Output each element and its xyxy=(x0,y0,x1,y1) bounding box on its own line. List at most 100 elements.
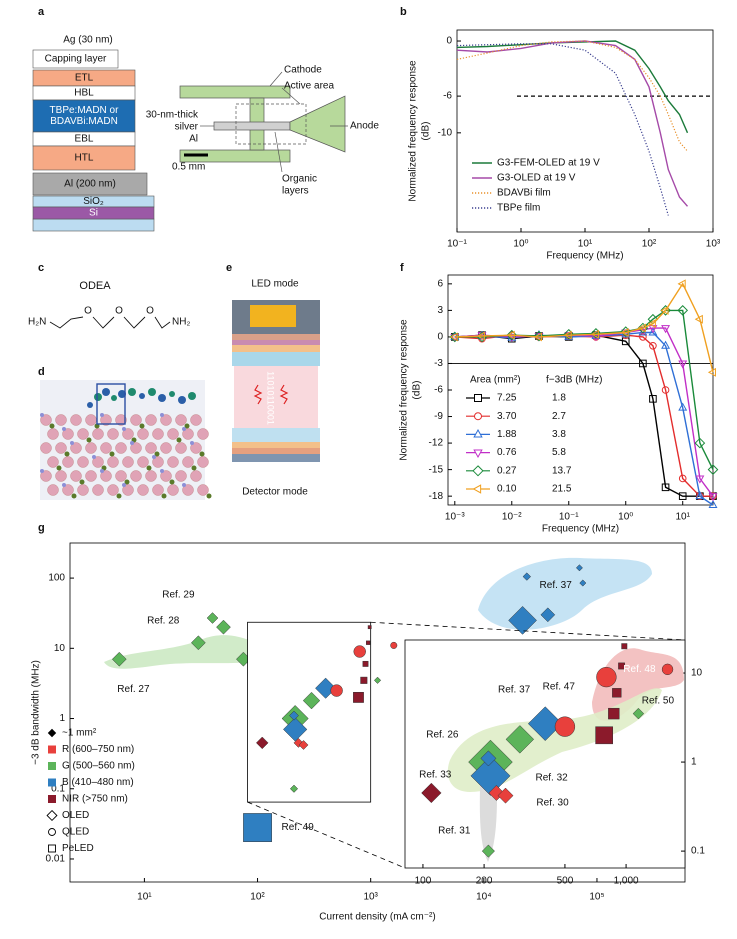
series-line xyxy=(454,282,714,373)
data-point xyxy=(540,607,556,623)
data-point xyxy=(575,564,583,572)
inset-point xyxy=(497,787,514,804)
x-tick-label: 10² xyxy=(250,892,265,903)
atom-sphere xyxy=(160,470,172,482)
inset-point xyxy=(527,706,563,741)
legend-label: 1.88 xyxy=(497,429,517,440)
legend-value: 13.7 xyxy=(552,465,572,476)
y-tick-label: 0.01 xyxy=(46,854,66,865)
atom-sphere xyxy=(199,451,205,457)
data-point xyxy=(191,635,206,651)
layer xyxy=(32,172,148,196)
atom-sphere xyxy=(182,428,194,440)
legend-label: PeLED xyxy=(62,843,94,854)
atom-sphere xyxy=(130,441,134,445)
atom-sphere xyxy=(100,442,112,454)
inset-point xyxy=(596,666,617,688)
legend-label: 7.25 xyxy=(497,393,517,404)
point-label: Ref. 49 xyxy=(282,822,315,833)
legend-marker xyxy=(473,428,483,438)
zoom-point xyxy=(289,710,299,721)
x-tick-label: 1,000 xyxy=(614,876,639,887)
y-tick-label: 100 xyxy=(48,573,65,584)
atom-sphere xyxy=(116,493,122,499)
atom-sphere xyxy=(167,484,179,496)
x-tick-label: 10⁻³ xyxy=(445,512,465,523)
point-marker xyxy=(695,490,705,500)
atom-sphere xyxy=(191,465,197,471)
leader xyxy=(281,87,301,105)
legend-label: R (600–750 nm) xyxy=(62,744,134,755)
bonds xyxy=(49,316,171,329)
atom-sphere xyxy=(64,451,70,457)
point-marker xyxy=(678,474,687,483)
point-marker xyxy=(708,493,718,502)
x-tick-label: 10⁵ xyxy=(589,892,604,903)
legend-swatch xyxy=(48,762,56,770)
layer-label: ETL xyxy=(75,73,94,84)
cathode-top xyxy=(179,85,291,99)
layer xyxy=(32,145,136,171)
panel-label: d xyxy=(38,366,45,378)
panel-label: a xyxy=(38,6,45,18)
x-axis-label: Frequency (MHz) xyxy=(546,251,623,262)
legend-label: TBPe film xyxy=(497,203,540,214)
inset-point xyxy=(505,725,535,754)
zoom-point xyxy=(362,660,369,667)
legend-bg xyxy=(462,481,572,497)
atom-sphere xyxy=(71,493,77,499)
inset-point xyxy=(554,716,576,737)
legend-label: B (410–480 nm) xyxy=(62,777,134,788)
point-marker xyxy=(649,341,657,350)
region xyxy=(479,782,498,862)
atom-sphere xyxy=(206,493,212,499)
data-point xyxy=(216,619,231,635)
leader xyxy=(269,71,283,87)
point-marker xyxy=(590,329,599,339)
point-marker xyxy=(707,367,716,377)
atom-sphere xyxy=(92,428,104,440)
atom-sphere xyxy=(175,442,187,454)
inset-point xyxy=(608,707,620,720)
zoom-point xyxy=(255,736,269,750)
y-tick-label: 0 xyxy=(437,332,443,343)
atom-sphere xyxy=(190,442,202,454)
atom-sphere xyxy=(158,394,166,402)
point-marker xyxy=(661,483,670,492)
legend-swatch xyxy=(48,778,56,787)
atom-sphere xyxy=(137,456,149,468)
silver-bar xyxy=(213,121,291,131)
atom-sphere xyxy=(77,484,89,496)
atom-sphere xyxy=(167,428,179,440)
atom: H₂N xyxy=(28,317,46,328)
point-marker xyxy=(506,329,518,341)
atom-sphere xyxy=(152,455,156,459)
inset-point xyxy=(481,844,495,858)
y-tick-label: 0.1 xyxy=(51,783,65,794)
layer xyxy=(232,345,320,352)
atom-sphere xyxy=(130,470,142,482)
atom-sphere xyxy=(122,427,126,431)
y-tick-label: 1 xyxy=(691,757,697,768)
atom-sphere xyxy=(145,414,157,426)
atom-sphere xyxy=(70,470,82,482)
atom-sphere xyxy=(130,414,142,426)
data-point xyxy=(243,813,272,842)
point-marker xyxy=(694,314,703,324)
point-marker xyxy=(678,360,688,369)
leader xyxy=(274,131,283,173)
atom-sphere xyxy=(40,470,52,482)
atom-sphere xyxy=(85,470,97,482)
label: layers xyxy=(282,186,309,197)
layer-label: SiO₂ xyxy=(83,196,104,207)
point-marker xyxy=(660,305,669,315)
atom-sphere xyxy=(190,441,194,445)
atom-sphere xyxy=(139,423,145,429)
atom-sphere xyxy=(122,456,134,468)
point-marker xyxy=(661,340,671,349)
y-tick-label: -18 xyxy=(429,491,444,502)
point-label: Ref. 47 xyxy=(543,681,576,692)
y-axis-label: (dB) xyxy=(421,122,432,141)
atom-sphere xyxy=(85,414,97,426)
atom-sphere xyxy=(62,428,74,440)
